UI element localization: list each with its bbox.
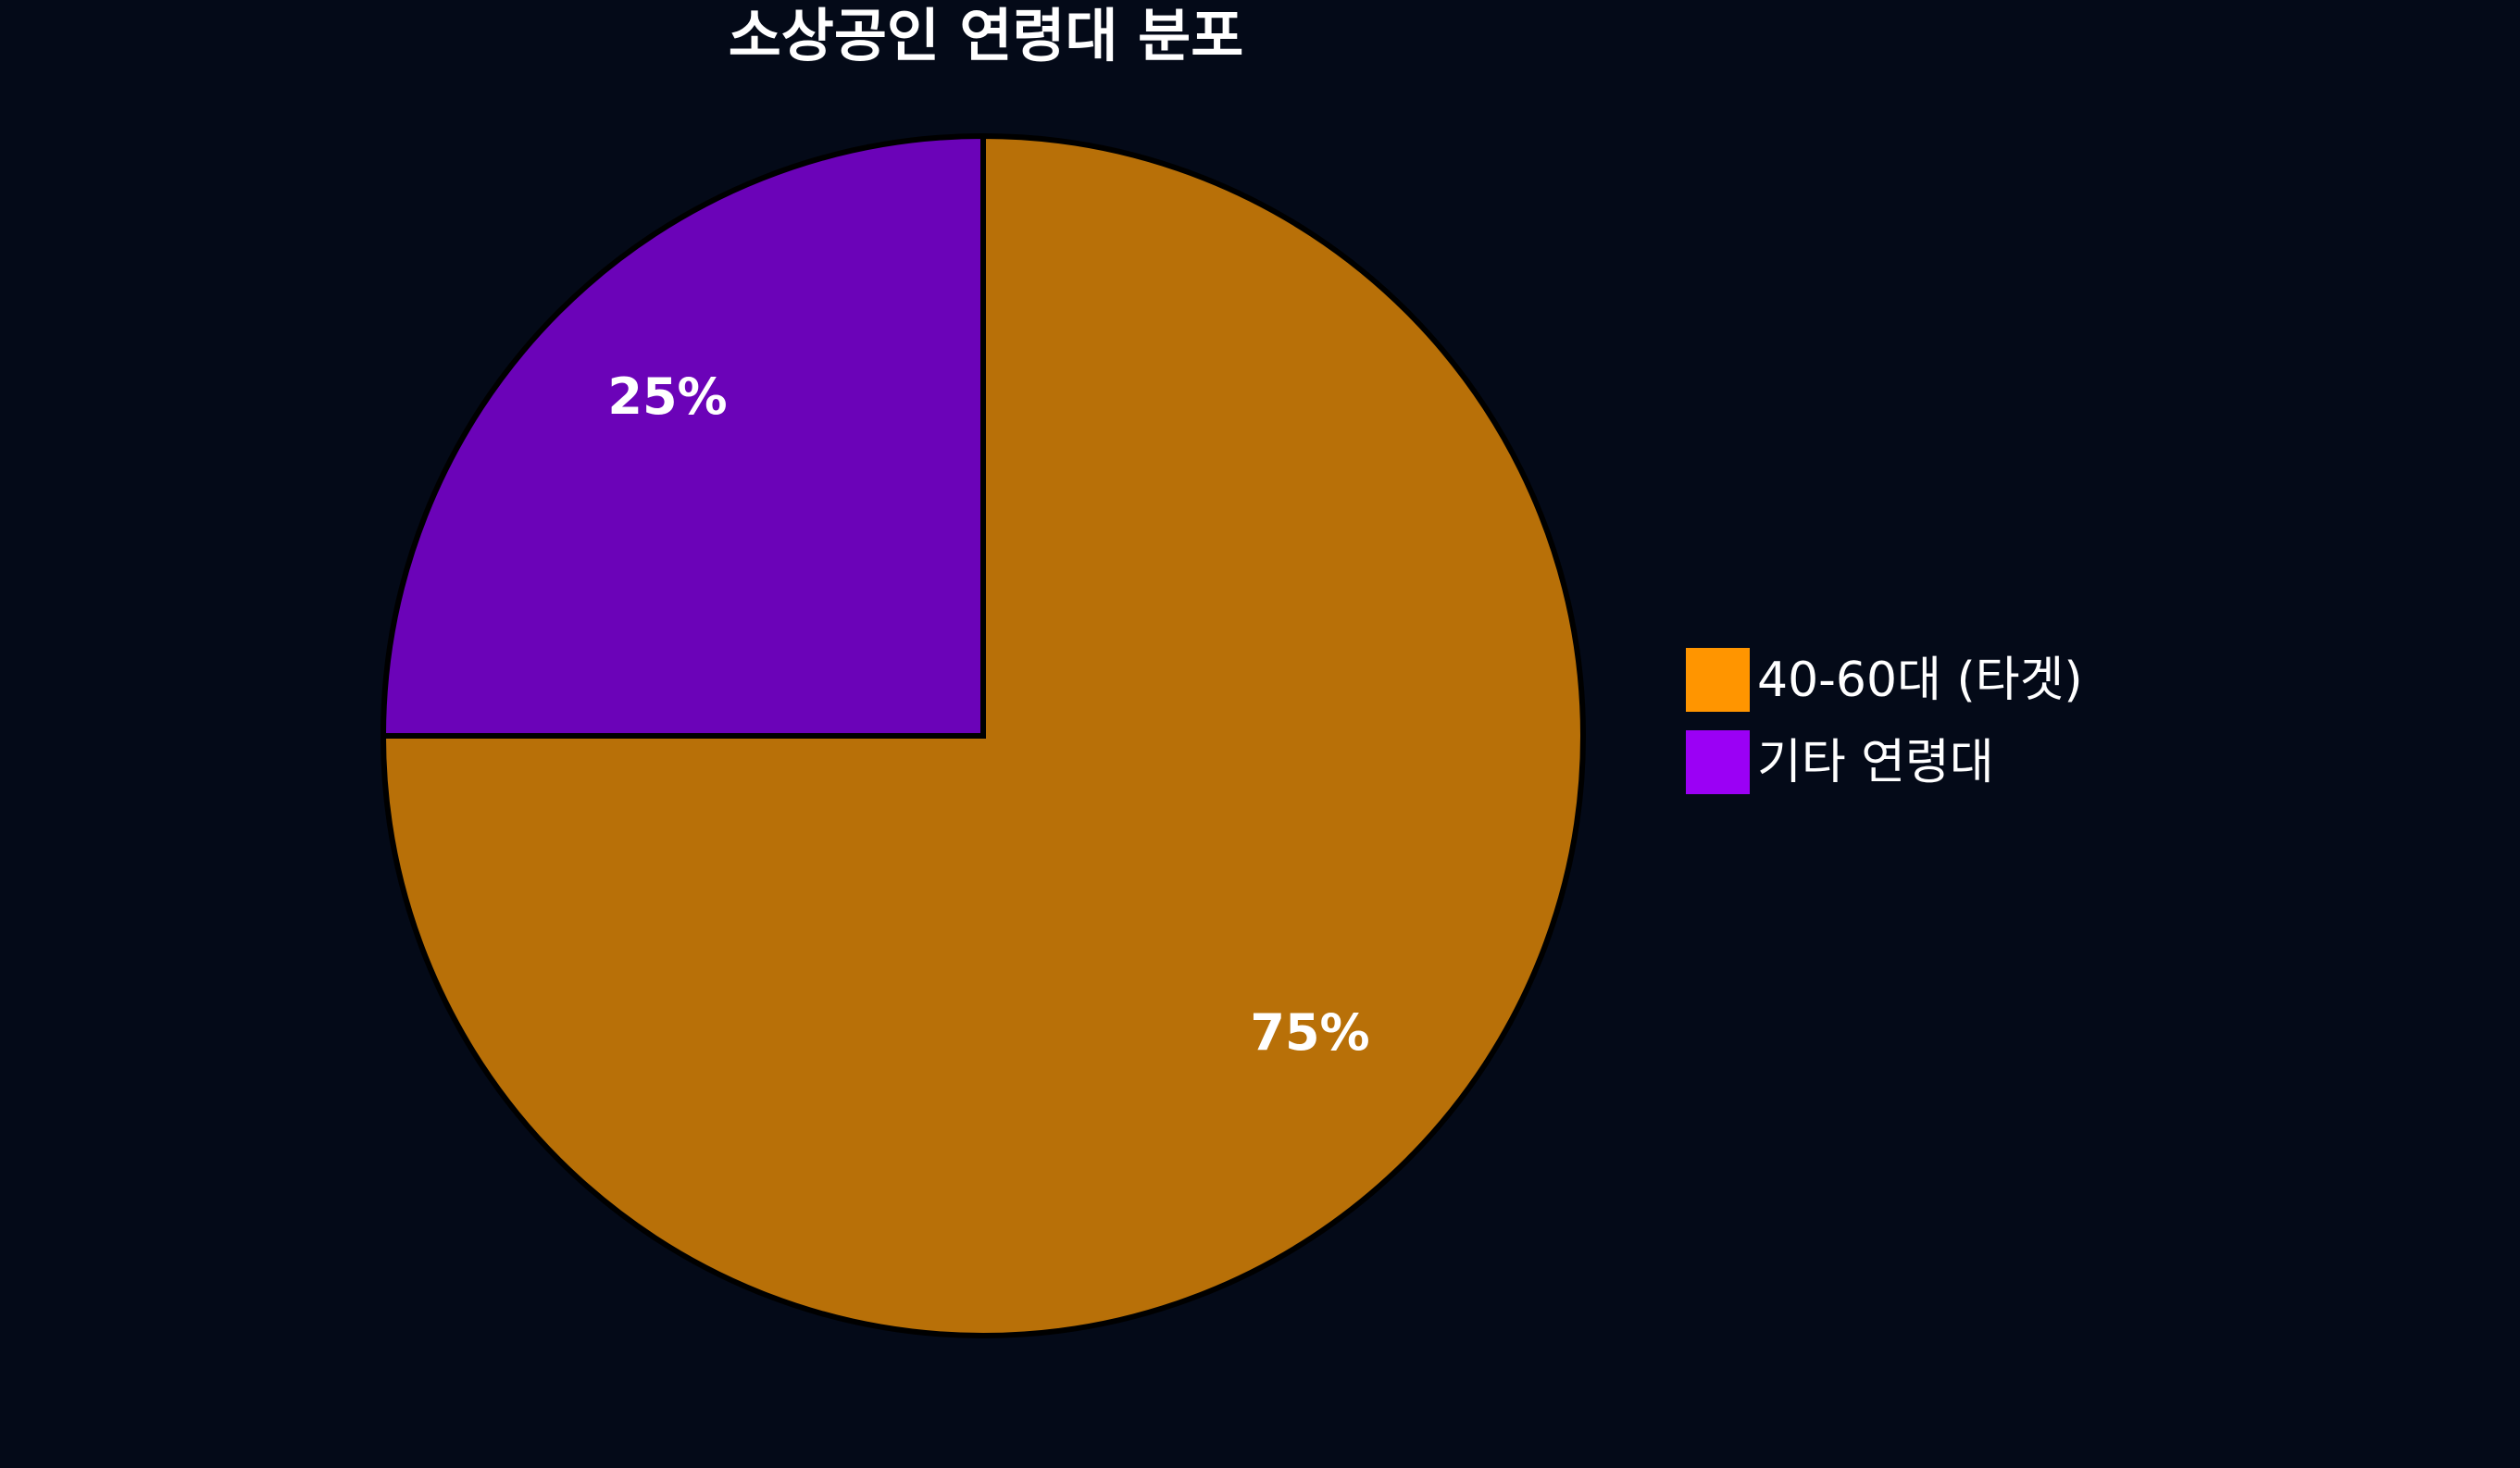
pie-label-target: 75% [1250,1003,1370,1062]
legend: 40-60대 (타겟) 기타 연령대 [1686,648,2083,794]
legend-swatch-other [1686,730,1750,794]
legend-swatch-target [1686,648,1750,712]
chart-title: 소상공인 연령대 분포 [728,2,1244,69]
legend-item-target[interactable]: 40-60대 (타겟) [1686,648,2083,712]
legend-label-target: 40-60대 (타겟) [1757,652,2083,708]
legend-item-other[interactable]: 기타 연령대 [1686,730,2083,794]
legend-label-other: 기타 연령대 [1757,734,1994,790]
pie-wedge-other[interactable] [380,133,986,739]
pie-label-other: 25% [607,367,728,426]
pie-chart [380,133,1586,1338]
pie-svg [380,133,1586,1338]
